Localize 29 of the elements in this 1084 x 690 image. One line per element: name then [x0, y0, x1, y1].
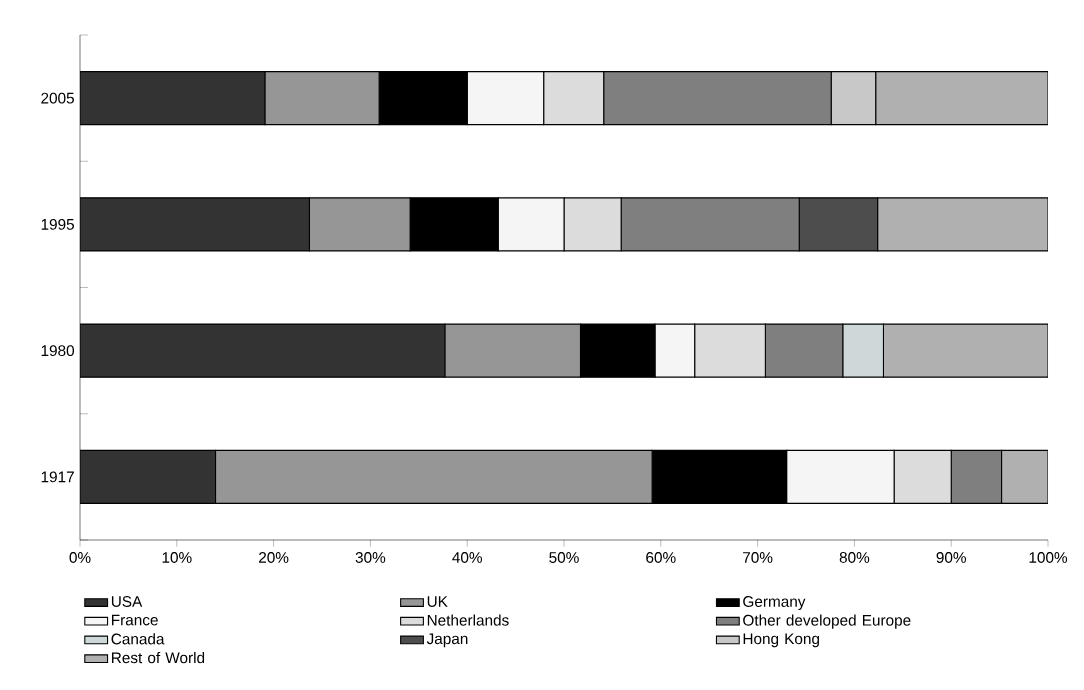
legend-label: Canada — [111, 633, 165, 645]
legend-label: Hong Kong — [743, 633, 819, 648]
x-tick-label: 40% — [452, 552, 482, 563]
bar — [882, 323, 1049, 378]
bar — [875, 71, 1049, 126]
x-tick-label: 0% — [69, 552, 91, 563]
legend-label: Japan — [426, 633, 468, 648]
legend-label: Netherlands — [427, 614, 509, 626]
y-tick-label: 1995 — [41, 218, 74, 230]
legend-label: France — [112, 614, 158, 626]
x-tick-label: 80% — [839, 552, 870, 563]
legend-label: Other developed Europe — [743, 614, 911, 629]
x-tick-label: 90% — [936, 552, 967, 563]
x-tick-label: 10% — [162, 552, 192, 563]
legend-label: UK — [427, 596, 448, 607]
y-tick-label: 1917 — [41, 471, 74, 483]
x-tick-label: 100% — [1029, 552, 1068, 563]
x-tick-label: 20% — [259, 552, 289, 563]
bar — [877, 197, 1049, 252]
y-tick-label: 1980 — [41, 345, 75, 357]
legend-label: Germany — [743, 596, 806, 610]
x-tick-label: 60% — [646, 552, 676, 563]
legend-label: USA — [111, 596, 143, 607]
legend-label: Rest of World — [112, 651, 205, 664]
y-tick-label: 2005 — [41, 92, 74, 104]
x-tick-label: 50% — [549, 552, 579, 563]
bar — [1001, 449, 1049, 504]
x-tick-label: 70% — [743, 552, 773, 563]
x-tick-label: 30% — [355, 552, 386, 563]
